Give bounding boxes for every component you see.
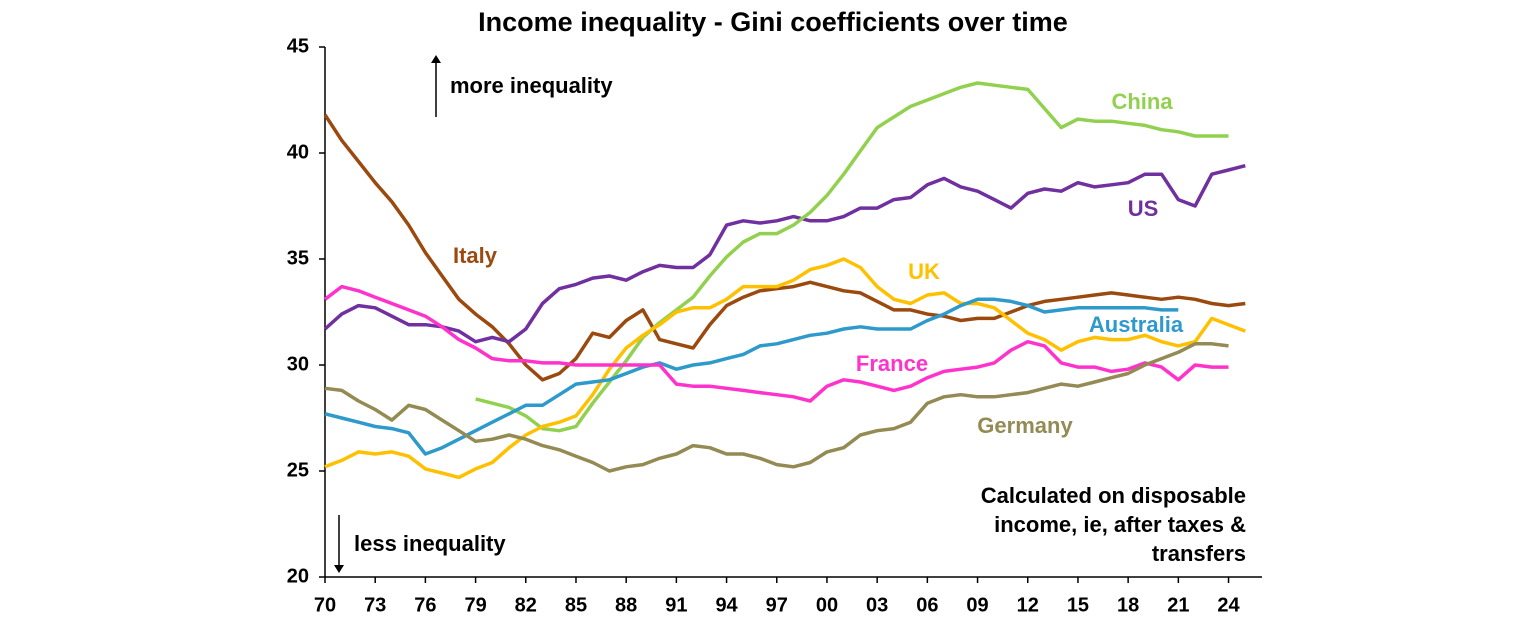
x-tick-label: 70 <box>314 594 336 616</box>
y-tick-label: 30 <box>287 353 309 375</box>
series-line <box>324 257 1246 480</box>
x-tick-label: 85 <box>565 594 587 616</box>
x-tick-label: 03 <box>866 594 888 616</box>
arrow-head <box>431 55 441 63</box>
series-line <box>324 342 1229 473</box>
x-tick-label: 79 <box>464 594 486 616</box>
x-tick-label: 21 <box>1167 594 1189 616</box>
x-tick-label: 91 <box>665 594 687 616</box>
series-label: Italy <box>453 243 498 268</box>
x-tick-label: 15 <box>1067 594 1089 616</box>
y-tick-label: 45 <box>287 35 309 57</box>
y-tick-label: 35 <box>287 247 309 269</box>
x-tick-label: 12 <box>1017 594 1039 616</box>
annotation: more inequality <box>450 73 613 98</box>
y-tick-label: 40 <box>287 141 309 163</box>
x-tick-label: 00 <box>816 594 838 616</box>
series-label: France <box>856 351 928 376</box>
note: transfers <box>1152 541 1246 566</box>
y-tick-label: 20 <box>287 565 309 587</box>
chart-title: Income inequality - Gini coefficients ov… <box>478 7 1068 37</box>
x-tick-label: 76 <box>414 594 436 616</box>
annotation: less inequality <box>354 531 506 556</box>
x-tick-label: 24 <box>1217 594 1240 616</box>
x-tick-label: 82 <box>515 594 537 616</box>
note: income, ie, after taxes & <box>994 512 1246 537</box>
x-tick-label: 73 <box>364 594 386 616</box>
series-line <box>323 284 1229 403</box>
series-label: US <box>1128 196 1159 221</box>
series-label: Australia <box>1089 312 1184 337</box>
series-label: Germany <box>977 413 1073 438</box>
series-line <box>475 81 1229 433</box>
series-label: China <box>1111 89 1173 114</box>
x-tick-label: 06 <box>916 594 938 616</box>
x-tick-label: 97 <box>766 594 788 616</box>
series-label: UK <box>908 259 940 284</box>
x-tick-label: 88 <box>615 594 637 616</box>
y-tick-label: 25 <box>287 459 309 481</box>
x-tick-label: 94 <box>715 594 738 616</box>
x-tick-label: 18 <box>1117 594 1139 616</box>
series-line <box>323 113 1246 382</box>
note: Calculated on disposable <box>981 483 1246 508</box>
series-line <box>323 164 1246 344</box>
x-tick-label: 09 <box>966 594 988 616</box>
arrow-head <box>334 565 344 573</box>
